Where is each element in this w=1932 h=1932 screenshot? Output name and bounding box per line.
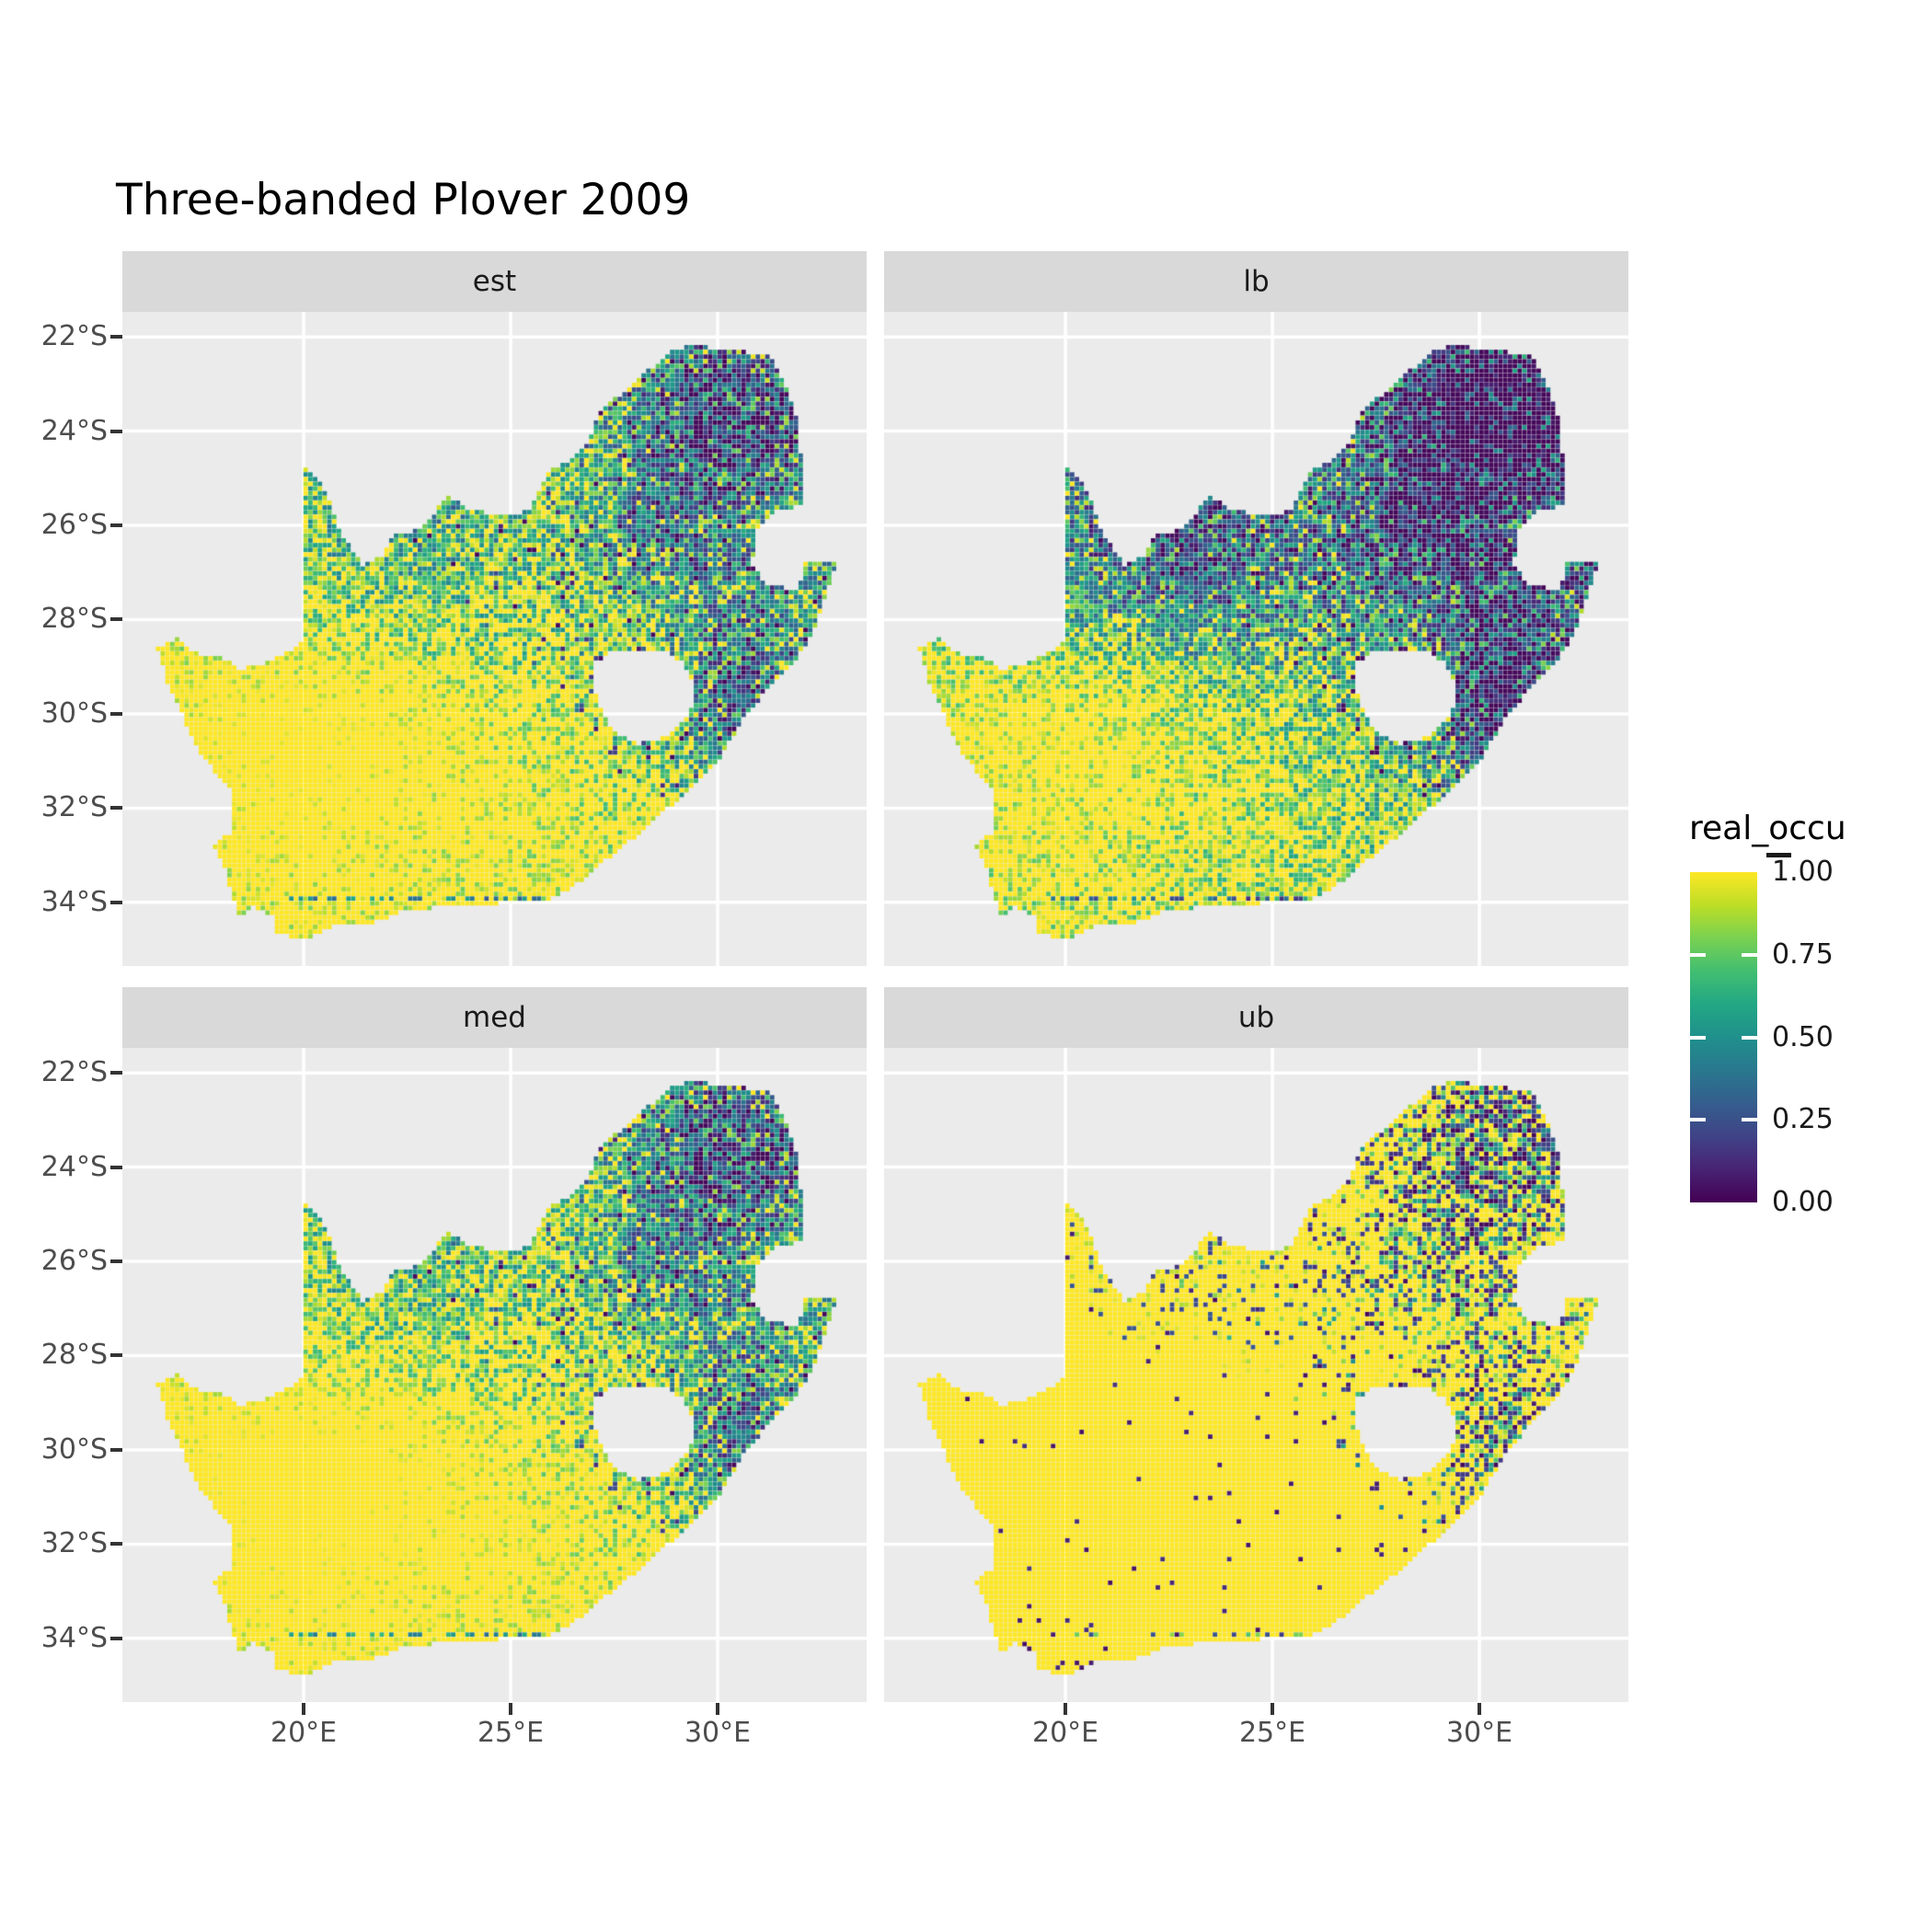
legend-bar-tick xyxy=(1690,1118,1706,1122)
x-axis-label: 30°E xyxy=(1445,1717,1513,1749)
plot-title: Three-banded Plover 2009 xyxy=(116,175,691,225)
map-panel-est xyxy=(122,312,867,966)
y-axis-label: 30°S xyxy=(40,696,108,730)
y-axis-label: 26°S xyxy=(40,509,108,542)
y-axis-label: 28°S xyxy=(40,603,108,636)
y-axis-label: 26°S xyxy=(40,1245,108,1278)
map-panel-med xyxy=(122,1048,867,1702)
y-axis-label: 24°S xyxy=(40,414,108,447)
y-axis-label: 32°S xyxy=(40,1527,108,1560)
legend-bar-tick xyxy=(1690,952,1706,957)
y-axis-label: 30°S xyxy=(40,1432,108,1466)
x-axis-tick xyxy=(716,1703,720,1715)
y-axis-tick xyxy=(110,1353,122,1358)
map-panel-lb xyxy=(884,312,1628,966)
legend-colorbar xyxy=(1690,872,1757,1202)
x-axis-tick xyxy=(1478,1703,1482,1715)
legend-bar-tick xyxy=(1742,1035,1757,1040)
facet-strip-ub: ub xyxy=(884,987,1628,1048)
facet-strip-label: med xyxy=(463,1001,526,1034)
y-axis-tick xyxy=(110,429,122,433)
x-axis-label: 20°E xyxy=(270,1717,338,1749)
legend-bar-tick xyxy=(1742,1118,1757,1122)
x-axis-label: 25°E xyxy=(477,1717,545,1749)
y-axis-label: 24°S xyxy=(40,1150,108,1183)
y-axis-tick xyxy=(110,1636,122,1640)
y-axis-tick xyxy=(110,523,122,528)
y-axis-label: 34°S xyxy=(40,885,108,918)
legend-top-tick-dash xyxy=(1766,853,1791,857)
facet-strip-label: lb xyxy=(1243,265,1270,298)
facet-strip-lb: lb xyxy=(884,251,1628,312)
y-axis-tick xyxy=(110,1259,122,1264)
x-axis-label: 25°E xyxy=(1238,1717,1306,1749)
facet-strip-est: est xyxy=(122,251,867,312)
legend-bar-tick xyxy=(1742,952,1757,957)
facet-strip-label: ub xyxy=(1237,1001,1275,1034)
y-axis-tick xyxy=(110,1542,122,1547)
y-axis-tick xyxy=(110,1447,122,1452)
x-axis-tick xyxy=(1064,1703,1068,1715)
y-axis-tick xyxy=(110,1071,122,1075)
y-axis-label: 34°S xyxy=(40,1621,108,1654)
y-axis-tick xyxy=(110,900,122,904)
y-axis-tick xyxy=(110,1165,122,1169)
y-axis-tick xyxy=(110,335,122,339)
legend-tick-label: 0.50 xyxy=(1772,1020,1834,1053)
y-axis-tick xyxy=(110,711,122,716)
legend-tick-label: 0.00 xyxy=(1772,1186,1834,1218)
x-axis-label: 30°E xyxy=(684,1717,752,1749)
y-axis-label: 22°S xyxy=(40,320,108,353)
x-axis-tick xyxy=(1271,1703,1275,1715)
y-axis-tick xyxy=(110,617,122,622)
x-axis-tick xyxy=(302,1703,306,1715)
y-axis-label: 28°S xyxy=(40,1339,108,1372)
x-axis-label: 20°E xyxy=(1031,1717,1099,1749)
y-axis-label: 32°S xyxy=(40,791,108,824)
facet-strip-label: est xyxy=(472,265,517,298)
map-panel-ub xyxy=(884,1048,1628,1702)
x-axis-tick xyxy=(509,1703,513,1715)
y-axis-label: 22°S xyxy=(40,1056,108,1089)
legend-tick-label: 0.75 xyxy=(1772,937,1834,971)
facet-strip-med: med xyxy=(122,987,867,1048)
y-axis-tick xyxy=(110,806,122,811)
legend-bar-tick xyxy=(1690,1035,1706,1040)
legend-tick-label: 0.25 xyxy=(1772,1103,1834,1136)
legend-title: real_occu xyxy=(1689,810,1846,847)
legend-tick-label: 1.00 xyxy=(1772,856,1834,888)
